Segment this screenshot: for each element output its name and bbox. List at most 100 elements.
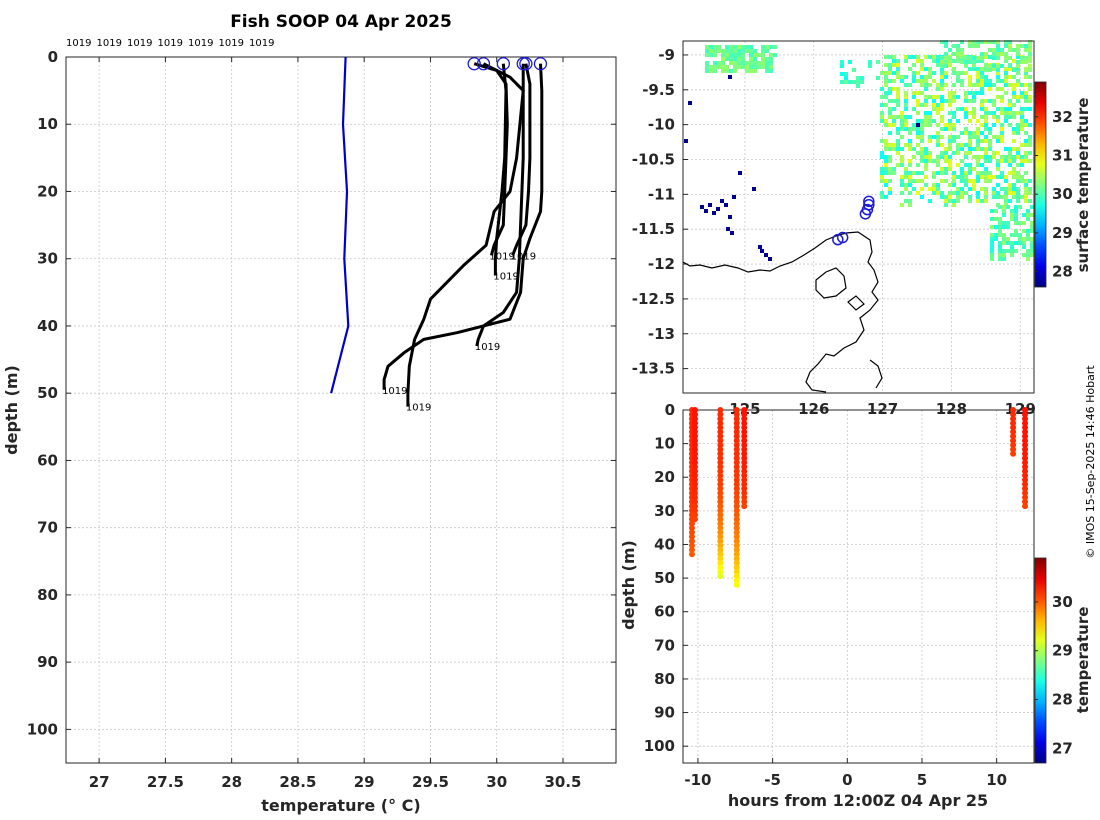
sst-pixel (1004, 83, 1008, 87)
sst-pixel (880, 175, 884, 179)
sst-pixel (940, 195, 944, 199)
sst-pixel (964, 60, 968, 64)
sst-pixel (960, 48, 964, 52)
colorbar-label: temperature (1074, 607, 1092, 714)
sst-pixel-cold (704, 209, 708, 213)
sst-pixel (880, 179, 884, 183)
sst-pixel (908, 127, 912, 131)
cast-point (733, 546, 740, 553)
sst-pixel (713, 69, 717, 73)
sst-pixel (761, 57, 765, 61)
sst-pixel (1000, 52, 1004, 56)
sst-pixel (840, 72, 844, 76)
sst-pixel (908, 191, 912, 195)
sst-pixel (948, 91, 952, 95)
cast-point (691, 433, 698, 440)
sst-pixel (729, 69, 733, 73)
sst-pixel (980, 87, 984, 91)
cast-point (691, 472, 698, 479)
sst-pixel (1028, 107, 1032, 111)
sst-pixel (884, 83, 888, 87)
top-label: 1019 (219, 38, 244, 49)
sst-pixel (920, 83, 924, 87)
sst-pixel (1000, 99, 1004, 103)
sst-pixel (996, 48, 1000, 52)
sst-pixel (1016, 64, 1020, 68)
sst-pixel (948, 127, 952, 131)
sst-pixel (956, 175, 960, 179)
cast-point (717, 428, 724, 435)
sst-pixel (988, 55, 992, 59)
sst-pixel (896, 151, 900, 155)
sst-pixel (976, 199, 980, 203)
sst-pixel (1014, 209, 1018, 213)
cast-point (691, 428, 698, 435)
sst-pixel (968, 131, 972, 135)
cast-point (691, 503, 698, 510)
top-label: 1019 (249, 38, 274, 49)
sst-pixel (948, 63, 952, 67)
sst-pixel (992, 111, 996, 115)
sst-pixel (765, 45, 769, 49)
sst-pixel (900, 179, 904, 183)
sst-pixel (960, 167, 964, 171)
map-y-tick-label: -11 (648, 185, 675, 203)
cast-point (717, 533, 724, 540)
sst-pixel (980, 91, 984, 95)
sst-pixel (1010, 209, 1014, 213)
sst-pixel (984, 159, 988, 163)
cast-point (717, 503, 724, 510)
sst-pixel (1012, 91, 1016, 95)
cast-point (733, 568, 740, 575)
sst-pixel (952, 171, 956, 175)
y-tick-label: 70 (654, 636, 675, 654)
sst-pixel (884, 195, 888, 199)
sst-pixel (1020, 60, 1024, 64)
cast-point (733, 441, 740, 448)
cast-point (741, 476, 748, 483)
y-tick-label: 100 (644, 737, 675, 755)
cast-point (1022, 463, 1029, 470)
y-tick-label: 50 (654, 569, 675, 587)
sst-pixel (924, 183, 928, 187)
sst-pixel (994, 225, 998, 229)
sst-pixel (980, 163, 984, 167)
sst-pixel (749, 65, 753, 69)
surface-map: -9 -9.5 -10 -10.5 -11 -11.5 -12 -12.5 -13 -13.5 12… (632, 40, 1092, 418)
temp-colorbar (1034, 557, 1047, 764)
sst-pixel (1008, 48, 1012, 52)
sst-pixel (984, 199, 988, 203)
sst-pixel (1014, 249, 1018, 253)
sst-pixel (1004, 195, 1008, 199)
sst-pixel (1024, 179, 1028, 183)
cast-point (733, 581, 740, 588)
sst-pixel (924, 167, 928, 171)
sst-pixel (1016, 71, 1020, 75)
cast-point (1022, 433, 1029, 440)
sst-pixel (990, 245, 994, 249)
sst-pixel (1024, 151, 1028, 155)
sst-pixel (916, 127, 920, 131)
sst-pixel (944, 159, 948, 163)
sst-pixel (952, 52, 956, 56)
sst-pixel (920, 67, 924, 71)
sst-pixel (988, 64, 992, 68)
sst-pixel (1030, 245, 1034, 249)
sst-pixel (904, 59, 908, 63)
sst-pixel (972, 63, 976, 67)
sst-pixel (896, 99, 900, 103)
sst-pixel (1020, 107, 1024, 111)
sst-pixel (916, 163, 920, 167)
sst-pixel (936, 107, 940, 111)
sst-pixel (1018, 241, 1022, 245)
sst-pixel (1012, 139, 1016, 143)
sst-pixel (1000, 175, 1004, 179)
colorbar-tick-label: 29 (1052, 642, 1073, 660)
sst-pixel (1024, 139, 1028, 143)
sst-pixel (988, 155, 992, 159)
sst-pixel (924, 123, 928, 127)
sst-pixel (992, 99, 996, 103)
sst-pixel (940, 191, 944, 195)
cast-point (733, 494, 740, 501)
sst-pixel (1024, 199, 1028, 203)
